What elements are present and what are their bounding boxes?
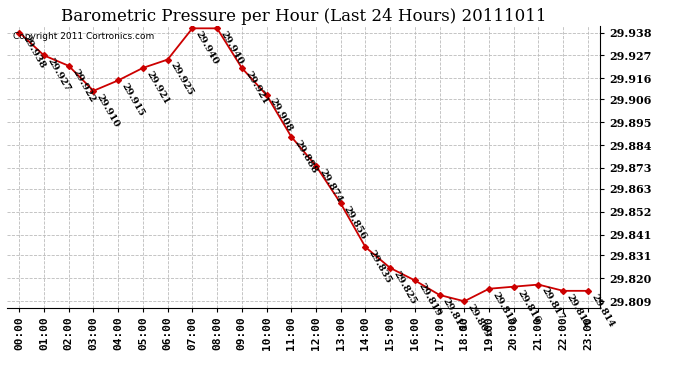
Text: 29.921: 29.921 [144, 69, 170, 106]
Text: 29.888: 29.888 [293, 138, 319, 175]
Text: Copyright 2011 Cortronics.com: Copyright 2011 Cortronics.com [13, 32, 154, 41]
Text: 29.874: 29.874 [317, 167, 344, 204]
Text: 29.825: 29.825 [391, 269, 418, 306]
Text: 29.908: 29.908 [268, 96, 295, 133]
Text: 29.927: 29.927 [46, 57, 72, 93]
Text: 29.921: 29.921 [243, 69, 270, 106]
Text: 29.819: 29.819 [416, 282, 442, 318]
Text: 29.922: 29.922 [70, 67, 97, 104]
Text: 29.938: 29.938 [21, 34, 47, 70]
Text: 29.809: 29.809 [466, 303, 492, 339]
Text: 29.816: 29.816 [515, 288, 542, 325]
Text: 29.856: 29.856 [342, 205, 368, 242]
Text: 29.815: 29.815 [491, 290, 517, 327]
Text: 29.812: 29.812 [441, 296, 467, 333]
Text: 29.925: 29.925 [169, 61, 195, 98]
Text: 29.910: 29.910 [95, 92, 121, 129]
Title: Barometric Pressure per Hour (Last 24 Hours) 20111011: Barometric Pressure per Hour (Last 24 Ho… [61, 8, 546, 25]
Text: 29.814: 29.814 [564, 292, 591, 329]
Text: 29.817: 29.817 [540, 286, 566, 322]
Text: 29.940: 29.940 [194, 30, 220, 66]
Text: 29.940: 29.940 [219, 30, 245, 66]
Text: 29.835: 29.835 [367, 249, 393, 285]
Text: 29.814: 29.814 [589, 292, 615, 329]
Text: 29.915: 29.915 [119, 82, 146, 118]
